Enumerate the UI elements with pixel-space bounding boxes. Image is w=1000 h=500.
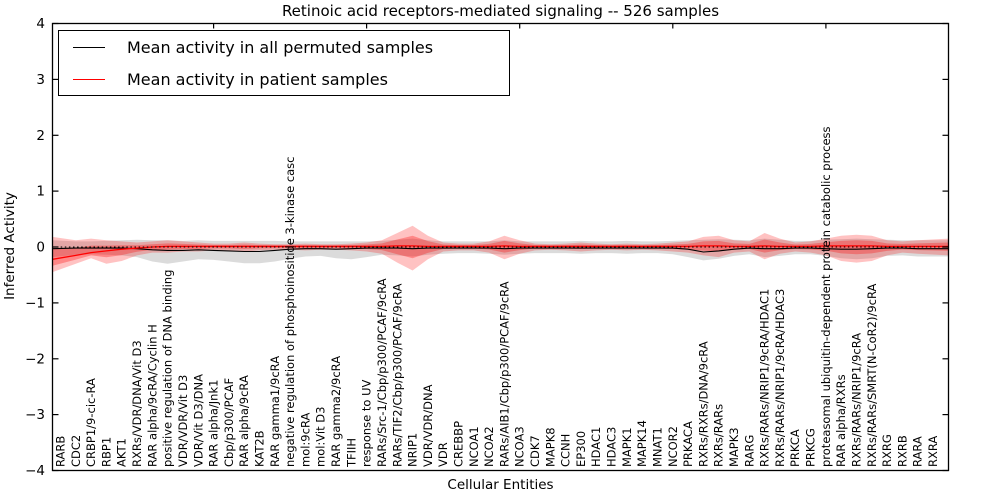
x-category-label: MAPK1 <box>620 427 634 467</box>
x-category-label: RXRs/RARs/NRIP1/9cRA/HDAC3 <box>773 289 787 467</box>
x-category-label: RAR gamma2/9cRA <box>329 356 343 467</box>
x-category-label: RBP1 <box>99 437 113 467</box>
x-category-label: RARA <box>911 436 925 467</box>
x-category-label: RXRs/VDR/DNA/Vit D3 <box>130 340 144 467</box>
y-tick-label: 4 <box>36 16 45 32</box>
x-category-label: RXRG <box>880 434 894 467</box>
x-category-label: HDAC3 <box>605 427 619 467</box>
x-category-label: RARG <box>742 435 756 467</box>
y-tick-label: 2 <box>36 128 45 144</box>
x-category-label: MAPK14 <box>635 420 649 467</box>
x-category-label: CRBP1/9-cic-RA <box>84 378 98 467</box>
x-category-label: PRKACA <box>681 421 695 467</box>
x-category-label: mol:9cRA <box>298 413 312 467</box>
x-category-label: MNAT1 <box>651 427 665 467</box>
y-tick-label: −3 <box>25 407 45 423</box>
legend: Mean activity in all permuted samples Me… <box>58 30 510 96</box>
x-category-label: TFIIH <box>344 438 358 468</box>
x-category-label: VDR <box>436 442 450 467</box>
legend-row-patient: Mean activity in patient samples <box>59 64 509 95</box>
y-tick-label: 1 <box>36 184 45 200</box>
x-category-label: NCOA2 <box>482 426 496 467</box>
permuted-line-swatch <box>73 47 105 48</box>
x-category-label: RARs/AIB1/Cbp/p300/PCAF/9cRA <box>497 281 511 467</box>
legend-label-permuted: Mean activity in all permuted samples <box>127 38 434 57</box>
y-tick-label: −2 <box>25 351 45 367</box>
x-category-label: MAPK8 <box>543 427 557 467</box>
x-category-label: CCNH <box>559 434 573 467</box>
x-axis-label: Cellular Entities <box>447 477 554 493</box>
x-category-label: RXRs/RARs <box>712 404 726 467</box>
permuted-mean-line <box>52 247 949 253</box>
x-category-label: RAR alpha/9cRA <box>237 375 251 467</box>
x-category-label: EP300 <box>574 431 588 467</box>
x-category-label: positive regulation of DNA binding <box>161 270 175 467</box>
x-category-label: HDAC1 <box>589 427 603 467</box>
x-category-label: VDR/Vit D3/DNA <box>191 374 205 467</box>
x-category-label: CDC2 <box>69 435 83 467</box>
y-tick-label: −1 <box>25 295 45 311</box>
x-category-label: RAR gamma1/9cRA <box>268 356 282 467</box>
x-category-label: mol:Vit D3 <box>314 407 328 467</box>
x-category-label: RXRs/RARs/SMRT(N-CoR2)/9cRA <box>865 283 879 467</box>
x-category-label: KAT2B <box>253 430 267 467</box>
x-category-label: response to UV <box>360 379 374 467</box>
x-category-label: NCOR2 <box>666 426 680 467</box>
permuted-band <box>52 238 949 264</box>
x-category-label: MAPK3 <box>727 427 741 467</box>
x-category-label: RXRs/RXRs/DNA/9cRA <box>696 341 710 467</box>
x-category-label: VDR/VDR/Vit D3 <box>176 375 190 467</box>
x-category-label: RXRs/RARs/NRIP1/9cRA <box>850 333 864 467</box>
x-category-label: negative regulation of phosphoinositide … <box>283 157 297 468</box>
x-category-label: RARs/TIF2/Cbp/p300/PCAF/9cRA <box>390 283 404 467</box>
x-category-label: AKT1 <box>115 438 129 467</box>
legend-label-patient: Mean activity in patient samples <box>127 70 388 89</box>
legend-row-permuted: Mean activity in all permuted samples <box>59 32 509 63</box>
x-category-label: RARs/Src-1/Cbp/p300/PCAF/9cRA <box>375 278 389 467</box>
x-category-label: NRIP1 <box>406 433 420 467</box>
x-category-label: RAR alpha/Jnk1 <box>207 380 221 467</box>
x-category-label: PRKCA <box>788 429 802 467</box>
patient-band-inner <box>52 235 949 266</box>
x-category-label: NCOA1 <box>467 426 481 467</box>
x-category-label: RXRA <box>926 436 940 467</box>
x-category-label: RXRs/RARs/NRIP1/9cRA/HDAC1 <box>758 289 772 467</box>
patient-mean-line <box>52 245 949 260</box>
x-category-label: RARB <box>54 436 68 467</box>
x-category-label: PRKCG <box>804 428 818 467</box>
chart-title: Retinoic acid receptors-mediated signali… <box>281 2 720 20</box>
x-category-label: RAR alpha/9cRA/Cyclin H <box>145 324 159 467</box>
x-category-label: RXRB <box>895 435 909 467</box>
y-tick-label: 3 <box>36 72 45 88</box>
x-category-label: CDK7 <box>528 435 542 467</box>
patient-line-swatch <box>73 79 105 80</box>
x-category-label: CREBBP <box>452 421 466 467</box>
y-axis-label: Inferred Activity <box>2 192 18 300</box>
y-tick-label: −4 <box>25 463 45 479</box>
x-category-label: RAR alpha/RXRs <box>834 374 848 467</box>
x-category-label: proteasomal ubiquitin-dependent protein … <box>819 126 833 467</box>
x-category-label: NCOA3 <box>513 426 527 467</box>
x-category-label: Cbp/p300/PCAF <box>222 378 236 467</box>
x-category-label: VDR/VDR/DNA <box>421 384 435 467</box>
y-tick-label: 0 <box>36 240 45 256</box>
